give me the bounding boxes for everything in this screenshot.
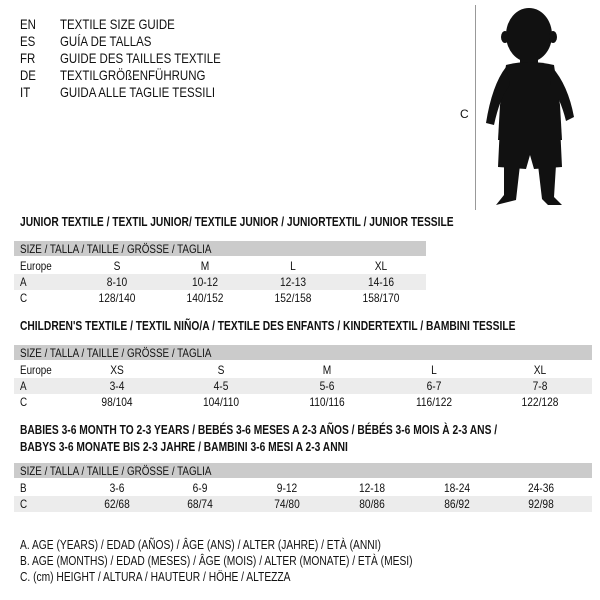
cell: 68/74: [187, 497, 213, 511]
cell: 158/170: [362, 291, 400, 305]
table-row: Europe S M L XL: [14, 258, 426, 274]
table-row: B 3-6 6-9 9-12 12-18 18-24 24-36: [14, 480, 592, 496]
child-silhouette-icon: [486, 8, 574, 205]
cell: 3-6: [109, 481, 125, 495]
cell: 10-12: [191, 275, 219, 289]
cell: M: [322, 363, 332, 377]
table-header: SIZE / TALLA / TAILLE / GRÖSSE / TAGLIA: [14, 463, 592, 478]
cell: 92/98: [528, 497, 554, 511]
legend-b: B. AGE (MONTHS) / EDAD (MESES) / ÂGE (MO…: [20, 553, 499, 569]
cell: 116/122: [415, 395, 453, 409]
size-header-text: SIZE / TALLA / TAILLE / GRÖSSE / TAGLIA: [20, 346, 212, 360]
height-measure-line: [475, 5, 476, 210]
babies-title-line1: BABIES 3-6 MONTH TO 2-3 YEARS / BEBÉS 3-…: [20, 423, 498, 437]
height-measure-label: C: [460, 107, 469, 121]
row-label: A: [20, 275, 27, 289]
cell: 12-13: [279, 275, 307, 289]
lang-code: ES: [20, 33, 36, 49]
cell: S: [217, 363, 225, 377]
cell: 104/110: [202, 395, 240, 409]
cell: L: [431, 363, 437, 377]
cell: 3-4: [109, 379, 125, 393]
size-header-text: SIZE / TALLA / TAILLE / GRÖSSE / TAGLIA: [20, 242, 212, 256]
lang-code: IT: [20, 84, 31, 100]
cell: 98/104: [101, 395, 133, 409]
lang-code: DE: [20, 67, 36, 83]
children-title-text: CHILDREN'S TEXTILE / TEXTIL NIÑO/A / TEX…: [20, 319, 516, 333]
cell: 128/140: [98, 291, 136, 305]
cell: 152/158: [274, 291, 312, 305]
lang-title: GUIDA ALLE TAGLIE TESSILI: [60, 84, 216, 100]
legend-text: C. (cm) HEIGHT / ALTURA / HAUTEUR / HÖHE…: [20, 570, 291, 584]
table-row: C 62/68 68/74 74/80 80/86 86/92 92/98: [14, 496, 592, 512]
row-label: C: [20, 395, 28, 409]
legend-a: A. AGE (YEARS) / EDAD (AÑOS) / ÂGE (ANS)…: [20, 537, 460, 553]
junior-title-text: JUNIOR TEXTILE / TEXTIL JUNIOR/ TEXTILE …: [20, 215, 454, 229]
table-header: SIZE / TALLA / TAILLE / GRÖSSE / TAGLIA: [14, 241, 426, 256]
cell: 86/92: [444, 497, 470, 511]
table-header: SIZE / TALLA / TAILLE / GRÖSSE / TAGLIA: [14, 345, 592, 360]
cell: XL: [533, 363, 547, 377]
legend-text: B. AGE (MONTHS) / EDAD (MESES) / ÂGE (MO…: [20, 554, 413, 568]
lang-code: FR: [20, 50, 36, 66]
babies-section-title: BABIES 3-6 MONTH TO 2-3 YEARS / BEBÉS 3-…: [20, 422, 600, 439]
row-label: Europe: [20, 259, 52, 273]
babies-size-table: SIZE / TALLA / TAILLE / GRÖSSE / TAGLIA …: [14, 463, 592, 512]
cell: 110/116: [309, 395, 345, 409]
table-row: A 8-10 10-12 12-13 14-16: [14, 274, 426, 290]
cell: XL: [374, 259, 388, 273]
cell: L: [290, 259, 296, 273]
table-row: C 98/104 104/110 110/116 116/122 122/128: [14, 394, 592, 410]
cell: 24-36: [527, 481, 555, 495]
cell: M: [200, 259, 210, 273]
lang-title: GUÍA DE TALLAS: [60, 33, 152, 49]
cell: 5-6: [319, 379, 335, 393]
cell: 9-12: [276, 481, 298, 495]
legend-text: A. AGE (YEARS) / EDAD (AÑOS) / ÂGE (ANS)…: [20, 538, 381, 552]
lang-title: GUIDE DES TAILLES TEXTILE: [60, 50, 221, 66]
cell: S: [113, 259, 121, 273]
row-label: C: [20, 497, 28, 511]
cell: 80/86: [359, 497, 385, 511]
cell: 4-5: [213, 379, 229, 393]
cell: 62/68: [104, 497, 130, 511]
cell: 14-16: [367, 275, 395, 289]
cell: 6-9: [192, 481, 208, 495]
table-row: C 128/140 140/152 152/158 158/170: [14, 290, 426, 306]
children-section-title: CHILDREN'S TEXTILE / TEXTIL NIÑO/A / TEX…: [20, 318, 600, 335]
lang-title: TEXTILGRÖßENFÜHRUNG: [60, 67, 206, 83]
babies-title-line2: BABYS 3-6 MONATE BIS 2-3 JAHRE / BAMBINI…: [20, 440, 348, 454]
cell: 18-24: [443, 481, 471, 495]
junior-size-table: SIZE / TALLA / TAILLE / GRÖSSE / TAGLIA …: [14, 241, 426, 306]
cell: XS: [110, 363, 124, 377]
cell: 122/128: [521, 395, 559, 409]
legend-c: C. (cm) HEIGHT / ALTURA / HAUTEUR / HÖHE…: [20, 569, 350, 585]
row-label: A: [20, 379, 27, 393]
cell: 6-7: [426, 379, 442, 393]
table-row: A 3-4 4-5 5-6 6-7 7-8: [14, 378, 592, 394]
row-label: Europe: [20, 363, 52, 377]
cell: 74/80: [274, 497, 300, 511]
cell: 12-18: [358, 481, 386, 495]
row-label: C: [20, 291, 28, 305]
cell: 7-8: [532, 379, 548, 393]
junior-section-title: JUNIOR TEXTILE / TEXTIL JUNIOR/ TEXTILE …: [20, 214, 549, 231]
cell: 140/152: [186, 291, 224, 305]
cell: 8-10: [106, 275, 128, 289]
lang-code: EN: [20, 16, 36, 32]
children-size-table: SIZE / TALLA / TAILLE / GRÖSSE / TAGLIA …: [14, 345, 592, 410]
lang-title: TEXTILE SIZE GUIDE: [60, 16, 175, 32]
size-header-text: SIZE / TALLA / TAILLE / GRÖSSE / TAGLIA: [20, 464, 212, 478]
row-label: B: [20, 481, 27, 495]
table-row: Europe XS S M L XL: [14, 362, 592, 378]
babies-section-title-2: BABYS 3-6 MONATE BIS 2-3 JAHRE / BAMBINI…: [20, 439, 420, 456]
